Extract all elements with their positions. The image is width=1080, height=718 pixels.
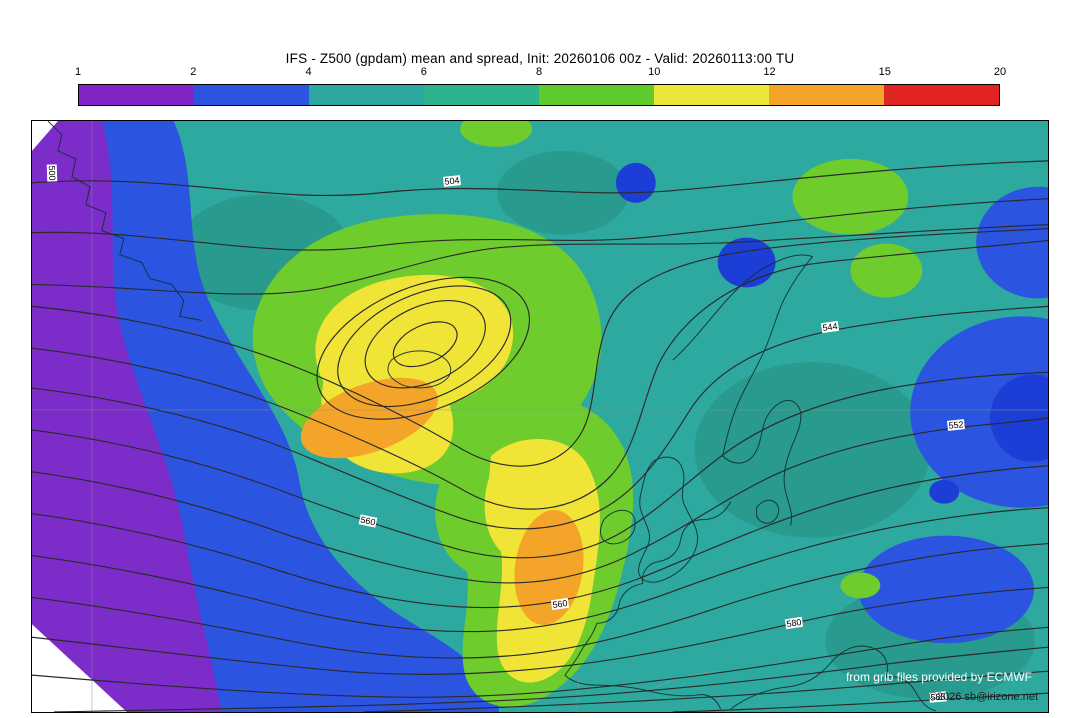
colorbar-segment bbox=[769, 85, 884, 105]
z500-contour bbox=[32, 198, 1048, 251]
z500-contour bbox=[32, 224, 1048, 295]
spread-region bbox=[840, 572, 881, 599]
colorbar-segment bbox=[194, 85, 309, 105]
chart-title: IFS - Z500 (gpdam) mean and spread, Init… bbox=[285, 51, 795, 66]
spread-region bbox=[717, 237, 776, 288]
colorbar-tick-label: 8 bbox=[535, 66, 543, 78]
colorbar-tick-label: 6 bbox=[420, 66, 427, 78]
colorbar-tick-label: 4 bbox=[305, 66, 312, 78]
colorbar-segment bbox=[424, 85, 539, 105]
spread-region-purple-west bbox=[32, 121, 222, 712]
z500-contour bbox=[392, 321, 458, 368]
map-area: 500 504 544 552 560 560 580 588 from grib files… bbox=[31, 120, 1049, 713]
colorbar-segment bbox=[79, 85, 194, 105]
spread-region bbox=[460, 121, 533, 147]
spread-region bbox=[910, 316, 1048, 508]
z500-contour bbox=[32, 160, 1048, 197]
z500-contour bbox=[32, 228, 1048, 467]
country-border bbox=[576, 677, 580, 712]
spread-region bbox=[976, 186, 1048, 299]
spread-region bbox=[615, 162, 656, 203]
spread-region bbox=[792, 158, 909, 235]
spread-region bbox=[497, 150, 629, 235]
greenland-coastline bbox=[47, 121, 202, 321]
spread-orange-cores bbox=[300, 377, 584, 625]
spread-region-orange-west bbox=[300, 377, 438, 459]
spread-deep-blue-cores bbox=[615, 162, 1048, 504]
iceland-coastline bbox=[387, 350, 452, 389]
great-britain-coastline bbox=[638, 456, 699, 583]
z500-contour bbox=[337, 285, 512, 408]
ireland-coastline bbox=[600, 509, 636, 545]
mediterranean-coastline bbox=[730, 645, 937, 712]
graticule-layer bbox=[32, 121, 1048, 712]
colorbar-tick-label: 12 bbox=[763, 66, 776, 78]
spread-region-orange-south bbox=[514, 510, 584, 625]
z500-contour bbox=[363, 670, 1048, 712]
colorbar-segment bbox=[654, 85, 769, 105]
colorbar-tick-label: 10 bbox=[648, 66, 661, 78]
z500-contour bbox=[53, 646, 1048, 712]
z500-contour bbox=[32, 240, 1048, 510]
colorbar-tick-label: 1 bbox=[74, 66, 82, 78]
scandinavia-coastline bbox=[672, 254, 814, 526]
denmark-coastline bbox=[756, 499, 780, 524]
colorbar-ticks: 1 2 4 6 8 10 12 15 20 bbox=[74, 66, 1006, 81]
colorbar-tick-label: 20 bbox=[993, 66, 1007, 78]
z500-contour bbox=[32, 626, 1048, 698]
z500-contour bbox=[364, 300, 486, 389]
z500-contour bbox=[316, 276, 531, 420]
spread-region bbox=[694, 362, 931, 538]
z500-contour bbox=[32, 507, 1048, 633]
spread-fill-layer bbox=[32, 121, 1048, 712]
colorbar-segment bbox=[309, 85, 424, 105]
z500-contour bbox=[32, 542, 1048, 659]
colorbar-segment bbox=[539, 85, 654, 105]
colorbar-segment bbox=[884, 85, 999, 105]
colorbar-tick-label: 2 bbox=[190, 66, 197, 78]
colorbar-bar bbox=[78, 84, 1000, 106]
spread-region bbox=[850, 243, 923, 298]
spread-region bbox=[990, 374, 1048, 462]
attribution-source: from grib files provided by ECMWF bbox=[845, 670, 1032, 684]
z500-contour bbox=[32, 371, 1048, 559]
z500-contour bbox=[32, 586, 1048, 675]
attribution-copyright: ©2026 sb@irizone.net bbox=[928, 691, 1038, 703]
spread-region bbox=[929, 479, 960, 504]
map-svg bbox=[32, 121, 1048, 712]
spread-region bbox=[858, 535, 1035, 644]
z500-contour bbox=[672, 692, 1048, 712]
colorbar-tick-label: 15 bbox=[878, 66, 891, 78]
z500-contour bbox=[32, 417, 1048, 584]
